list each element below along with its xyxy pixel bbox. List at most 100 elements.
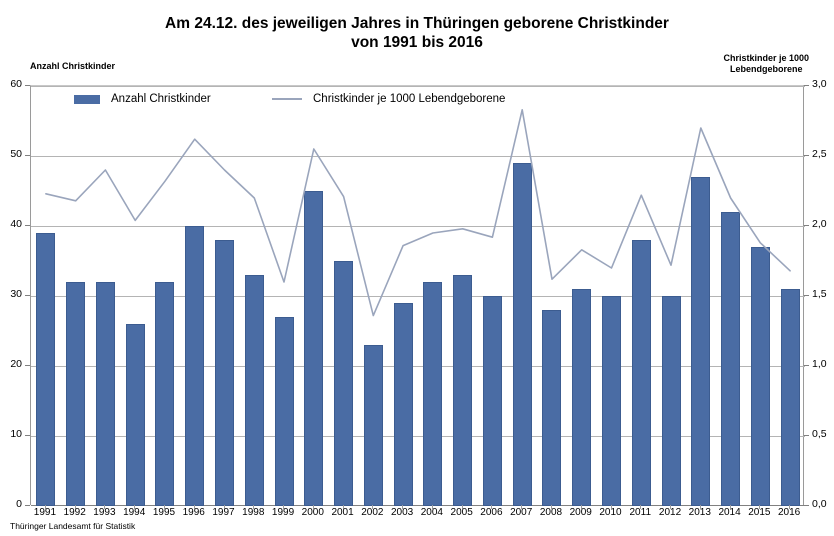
x-axis-label: 1992	[63, 507, 86, 518]
bar	[334, 261, 353, 506]
chart-title-line1: Am 24.12. des jeweiligen Jahres in Thüri…	[165, 15, 669, 32]
x-axis-label: 1991	[33, 507, 57, 518]
x-axis-label: 2000	[301, 507, 324, 518]
plot-wrapper: 0 10 20 30 40 50 60 0,0 0,5 1,0 1,5 2,0 2,5 3,0 Anza…	[10, 78, 826, 510]
x-axis-label: 2013	[688, 507, 711, 518]
x-axis-label: 2008	[539, 507, 563, 518]
legend-bar-label: Anzahl Christkinder	[111, 93, 211, 105]
left-axis-tick-label: 20	[10, 358, 22, 370]
x-axis-label: 1993	[93, 507, 116, 518]
right-axis-tick	[804, 505, 809, 506]
x-axis-tick	[104, 505, 105, 509]
x-axis-tick	[700, 505, 701, 509]
bar	[721, 212, 740, 506]
right-axis-tick-label: 0,0	[812, 498, 827, 510]
legend-line-label: Christkinder je 1000 Lebendgeborene	[313, 93, 506, 105]
left-axis-tick-label: 0	[16, 498, 22, 510]
bar	[245, 275, 264, 506]
gridline	[31, 366, 805, 367]
right-axis-tick	[804, 85, 809, 86]
bar	[304, 191, 323, 506]
x-axis-label: 2005	[450, 507, 473, 518]
x-axis-label: 2010	[599, 507, 622, 518]
bar	[185, 226, 204, 506]
right-axis-tick-label: 1,5	[812, 288, 827, 300]
bar	[96, 282, 115, 506]
x-axis-tick	[283, 505, 284, 509]
right-axis-tick	[804, 295, 809, 296]
gridline	[31, 296, 805, 297]
left-axis-tick	[25, 225, 30, 226]
bar	[215, 240, 234, 506]
source-note: Thüringer Landesamt für Statistik	[10, 521, 136, 531]
x-axis-tick	[521, 505, 522, 509]
x-axis-label: 2014	[718, 507, 741, 518]
x-axis-label: 1994	[123, 507, 146, 518]
plot-area	[30, 85, 805, 506]
legend-item-line: Christkinder je 1000 Lebendgeborene	[272, 93, 505, 105]
x-axis-tick	[611, 505, 612, 509]
chart-legend: Anzahl Christkinder Christkinder je 1000…	[30, 85, 804, 115]
chart-title: Am 24.12. des jeweiligen Jahres in Thüri…	[0, 14, 834, 52]
right-axis-tick	[804, 435, 809, 436]
bar	[602, 296, 621, 506]
x-axis-label: 2009	[569, 507, 592, 518]
bar	[66, 282, 85, 506]
left-axis-tick	[25, 505, 30, 506]
x-axis-label: 2012	[658, 507, 682, 518]
x-axis-label: 2015	[748, 507, 771, 518]
left-axis-tick-label: 10	[10, 428, 22, 440]
bar	[572, 289, 591, 506]
x-axis-tick	[759, 505, 760, 509]
x-axis-label: 2006	[480, 507, 503, 518]
bar	[126, 324, 145, 506]
left-axis-tick	[25, 155, 30, 156]
bar	[751, 247, 770, 506]
legend-item-bar: Anzahl Christkinder	[74, 93, 211, 105]
right-axis-tick-label: 1,0	[812, 358, 827, 370]
right-axis-tick-label: 2,5	[812, 148, 827, 160]
left-axis-tick-label: 40	[10, 218, 22, 230]
x-axis-labels: 1991 1992 1993 1994 1995 1996 1997 1998 1999 2000…	[30, 507, 804, 521]
bar	[275, 317, 294, 506]
left-axis-tick-label: 50	[10, 148, 22, 160]
right-axis-tick	[804, 365, 809, 366]
x-axis-label: 2011	[629, 507, 652, 518]
bar	[423, 282, 442, 506]
left-axis-tick	[25, 85, 30, 86]
right-axis-caption: Christkinder je 1000 Lebendgeborene	[723, 53, 809, 74]
gridline	[31, 436, 805, 437]
x-axis-tick	[343, 505, 344, 509]
x-axis-label: 1997	[212, 507, 235, 518]
bar	[513, 163, 532, 506]
chart-title-line2: von 1991 bis 2016	[351, 34, 483, 51]
x-axis-label: 1996	[182, 507, 205, 518]
left-axis-tick	[25, 365, 30, 366]
axis-baseline	[31, 505, 805, 506]
x-axis-tick	[462, 505, 463, 509]
bar	[36, 233, 55, 506]
x-axis-tick	[551, 505, 552, 509]
x-axis-label: 2002	[361, 507, 384, 518]
left-axis-tick-label: 60	[10, 78, 22, 90]
left-axis-tick	[25, 435, 30, 436]
x-axis-label: 2007	[510, 507, 533, 518]
x-axis-label: 1999	[271, 507, 295, 518]
x-axis-label: 1998	[242, 507, 265, 518]
x-axis-tick	[224, 505, 225, 509]
x-axis-tick	[581, 505, 582, 509]
bar	[364, 345, 383, 506]
x-axis-tick	[164, 505, 165, 509]
x-axis-label: 2003	[390, 507, 414, 518]
gridline	[31, 86, 805, 87]
bar	[483, 296, 502, 506]
x-axis-tick	[75, 505, 76, 509]
x-axis-tick	[640, 505, 641, 509]
x-axis-tick	[313, 505, 314, 509]
x-axis-label: 2016	[777, 507, 801, 518]
x-axis-label: 1995	[152, 507, 176, 518]
x-axis-tick	[432, 505, 433, 509]
bar	[632, 240, 651, 506]
x-axis-tick	[253, 505, 254, 509]
left-axis-tick-label: 30	[10, 288, 22, 300]
